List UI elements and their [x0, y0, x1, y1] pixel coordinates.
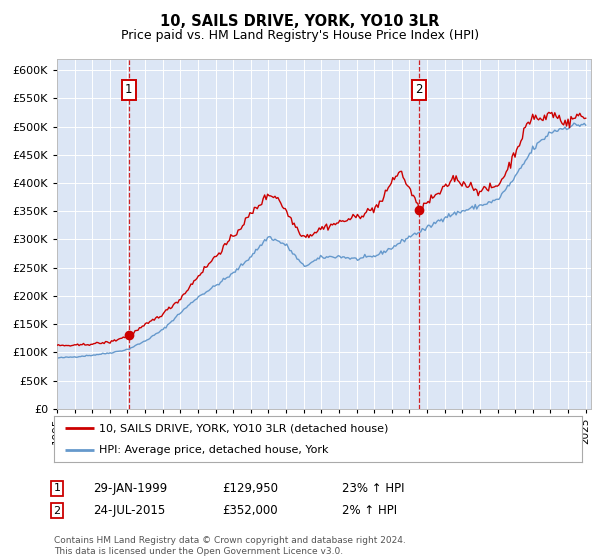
Text: £129,950: £129,950	[222, 482, 278, 495]
Text: 1: 1	[53, 483, 61, 493]
Text: Price paid vs. HM Land Registry's House Price Index (HPI): Price paid vs. HM Land Registry's House …	[121, 29, 479, 42]
Text: 2: 2	[416, 83, 423, 96]
Text: 10, SAILS DRIVE, YORK, YO10 3LR: 10, SAILS DRIVE, YORK, YO10 3LR	[160, 14, 440, 29]
Text: HPI: Average price, detached house, York: HPI: Average price, detached house, York	[99, 445, 328, 455]
Text: 24-JUL-2015: 24-JUL-2015	[93, 504, 165, 517]
Text: Contains HM Land Registry data © Crown copyright and database right 2024.
This d: Contains HM Land Registry data © Crown c…	[54, 536, 406, 556]
Text: 23% ↑ HPI: 23% ↑ HPI	[342, 482, 404, 495]
Text: 2% ↑ HPI: 2% ↑ HPI	[342, 504, 397, 517]
Text: 10, SAILS DRIVE, YORK, YO10 3LR (detached house): 10, SAILS DRIVE, YORK, YO10 3LR (detache…	[99, 423, 388, 433]
Text: 2: 2	[53, 506, 61, 516]
Text: 29-JAN-1999: 29-JAN-1999	[93, 482, 167, 495]
Text: 1: 1	[125, 83, 133, 96]
Text: £352,000: £352,000	[222, 504, 278, 517]
